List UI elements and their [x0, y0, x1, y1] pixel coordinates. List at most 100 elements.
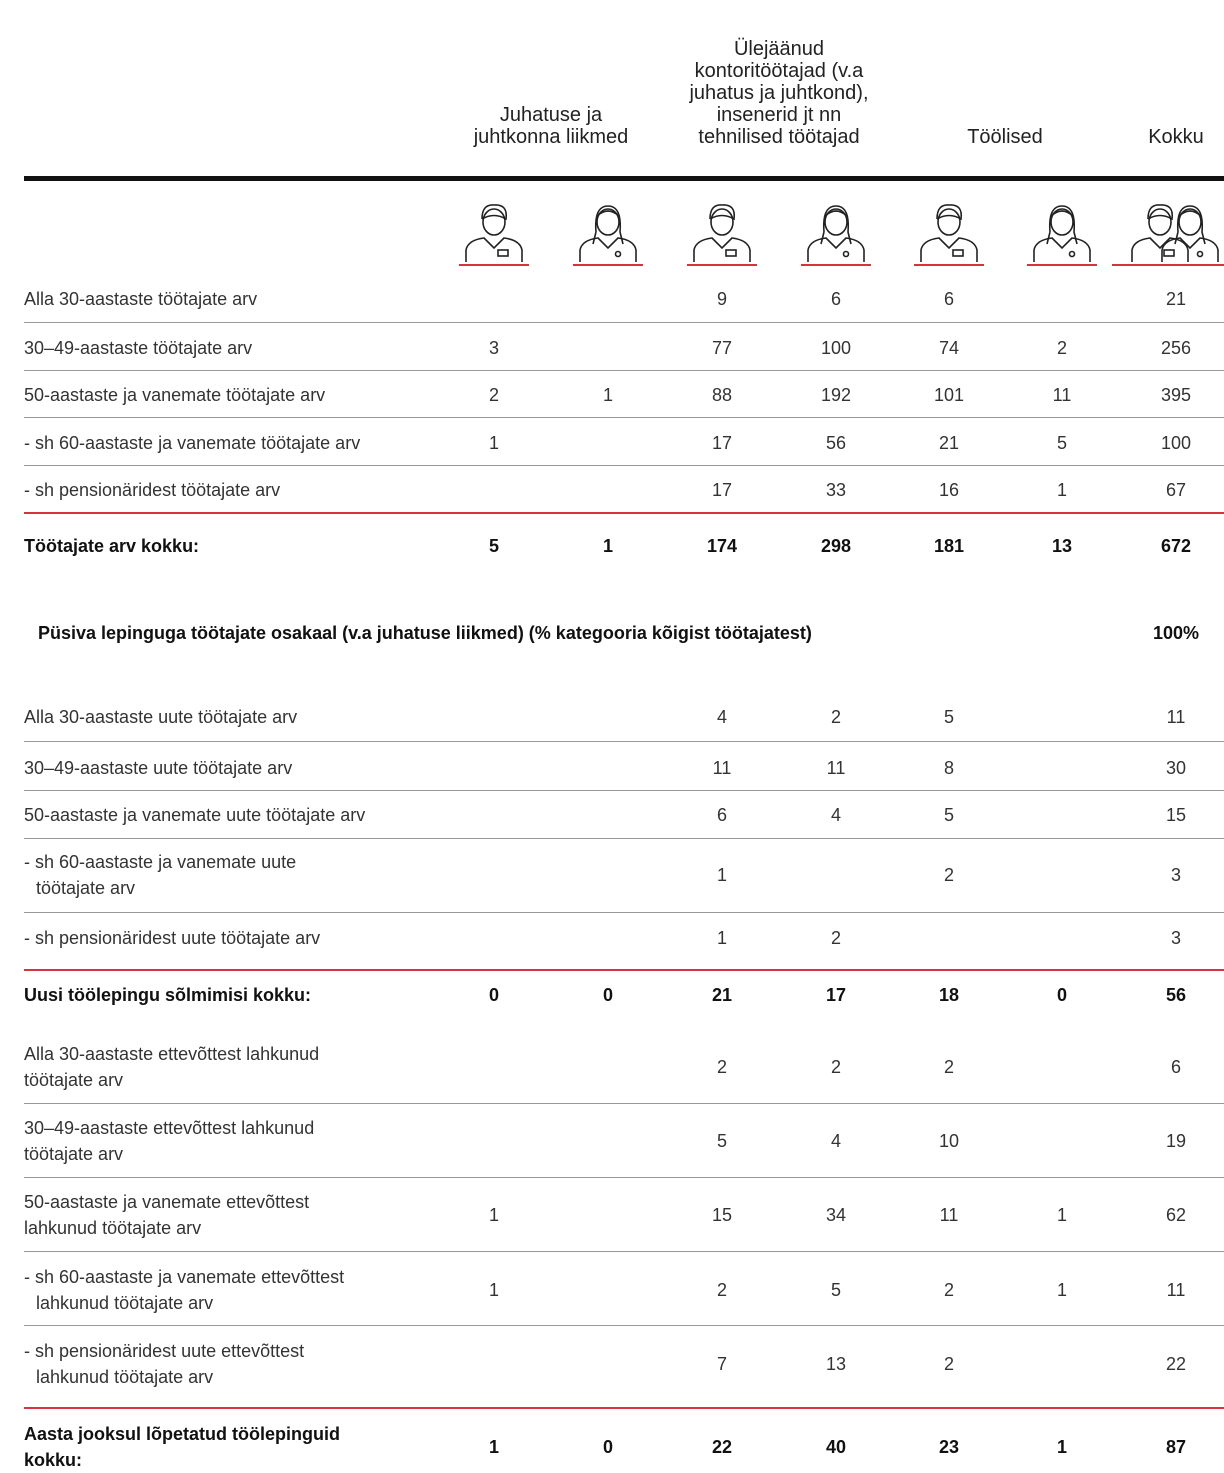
row-rule — [24, 790, 1224, 791]
cell-value: 6 — [716, 805, 728, 825]
icons — [459, 204, 1224, 266]
row-rule — [24, 1177, 1224, 1178]
row-rule — [24, 838, 1224, 839]
cell-value: 67 — [1165, 480, 1187, 500]
cell-value: 11 — [712, 758, 732, 778]
cell-value: 3 — [1170, 865, 1182, 885]
header-line: Töölised — [967, 126, 1043, 148]
cell-value: 10 — [938, 1131, 960, 1151]
cell-value: 1 — [1056, 1437, 1068, 1457]
cell-value: 2 — [830, 707, 842, 727]
row-label: töötajate arv — [24, 1070, 124, 1090]
cell-value: 0 — [602, 1437, 614, 1457]
header-line: juhtkonna liikmed — [473, 126, 629, 148]
row-rule — [24, 1103, 1224, 1104]
row-label: - sh 60-aastaste ja vanemate ettevõttest — [24, 1267, 345, 1287]
cell-value: 5 — [488, 536, 500, 556]
cell-value: 2 — [943, 1354, 955, 1374]
column-header: Kokku — [1148, 126, 1204, 148]
row-rule — [24, 465, 1224, 466]
cell-value: 74 — [938, 338, 960, 358]
header-line: juhatus ja juhtkond), — [689, 82, 869, 104]
cell-value: 8 — [943, 758, 955, 778]
cell-value: 11 — [1166, 1280, 1186, 1300]
cell-value: 0 — [1056, 985, 1068, 1005]
row-label: töötajate arv — [24, 1144, 124, 1164]
icon-part — [936, 204, 963, 221]
row-label: Alla 30-aastaste töötajate arv — [24, 289, 258, 309]
cell-value: 77 — [711, 338, 733, 358]
cell-value: 11 — [1166, 707, 1186, 727]
cell-value: 2 — [943, 1280, 955, 1300]
cell-value: 13 — [1051, 536, 1073, 556]
row-rule — [24, 417, 1224, 418]
row-label: 50-aastaste ja vanemate töötajate arv — [24, 385, 326, 405]
column-header: Juhatuse ja juhtkonna liikmed — [474, 104, 629, 148]
cell-value: 3 — [1170, 928, 1182, 948]
icon-part — [482, 208, 506, 236]
cell-value: 2 — [1056, 338, 1068, 358]
cell-value: 15 — [711, 1205, 733, 1225]
icon-part — [1196, 250, 1204, 258]
cell-value: 5 — [943, 805, 955, 825]
section-rule — [24, 969, 1224, 971]
cell-value: 3 — [488, 338, 500, 358]
cell-value: 56 — [825, 433, 847, 453]
icon-part — [579, 237, 637, 262]
cell-value: 6 — [830, 289, 842, 309]
cell-value: 4 — [830, 805, 842, 825]
cell-value: 2 — [716, 1057, 728, 1077]
row-label: 30–49-aastaste ettevõttest lahkunud — [24, 1118, 315, 1138]
cell-value: 87 — [1165, 1437, 1187, 1457]
row-label: töötajate arv — [36, 878, 136, 898]
section-rule — [24, 512, 1224, 514]
cell-value: 23 — [938, 1437, 960, 1457]
header-rule — [24, 176, 1224, 181]
row-label: - sh pensionäridest töötajate arv — [24, 480, 281, 500]
icon-part — [1161, 237, 1219, 262]
row-rule — [24, 1325, 1224, 1326]
row-label: kokku: — [24, 1450, 83, 1470]
cell-value: 1 — [1056, 480, 1068, 500]
header-line: tehnilised töötajad — [698, 126, 860, 148]
cell-value: 1 — [602, 536, 614, 556]
icon-part — [497, 249, 509, 257]
icon-part — [596, 210, 620, 217]
cell-value: 17 — [711, 480, 733, 500]
icon-part — [596, 208, 620, 236]
cell-value: 100 — [1160, 433, 1192, 453]
cell-value: 5 — [716, 1131, 728, 1151]
cell-value: 1 — [488, 433, 500, 453]
icon-part — [709, 204, 736, 221]
icon-part — [1178, 208, 1202, 236]
cell-value: 16 — [938, 480, 960, 500]
cell-value: 34 — [825, 1205, 847, 1225]
column-header: Töölised — [967, 126, 1043, 148]
icon-part — [725, 249, 737, 257]
row-label: 30–49-aastaste töötajate arv — [24, 338, 253, 358]
row-rule — [24, 370, 1224, 371]
cell-value: 5 — [830, 1280, 842, 1300]
cell-value: 101 — [933, 385, 965, 405]
icon-part — [1068, 250, 1076, 258]
cell-value: 1 — [1056, 1205, 1068, 1225]
row-label: Töötajate arv kokku: — [24, 536, 200, 556]
row-label: Uusi töölepingu sõlmimisi kokku: — [24, 985, 312, 1005]
icon-part — [1033, 237, 1091, 262]
cell-value: 9 — [716, 289, 728, 309]
cell-value: 0 — [602, 985, 614, 1005]
row-label: 30–49-aastaste uute töötajate arv — [24, 758, 293, 778]
cell-value: 11 — [939, 1205, 959, 1225]
cell-value: 2 — [830, 928, 842, 948]
cell-value: 6 — [943, 289, 955, 309]
cell-value: 11 — [1052, 385, 1072, 405]
row-rule — [24, 1251, 1224, 1252]
cell-value: 4 — [830, 1131, 842, 1151]
cell-value: 1 — [488, 1280, 500, 1300]
icon-part — [1131, 237, 1189, 262]
cell-value: 5 — [1056, 433, 1068, 453]
header-line: Kokku — [1148, 126, 1204, 148]
row-rule — [24, 912, 1224, 913]
icon-part — [1163, 249, 1175, 257]
cell-value: 1 — [488, 1205, 500, 1225]
